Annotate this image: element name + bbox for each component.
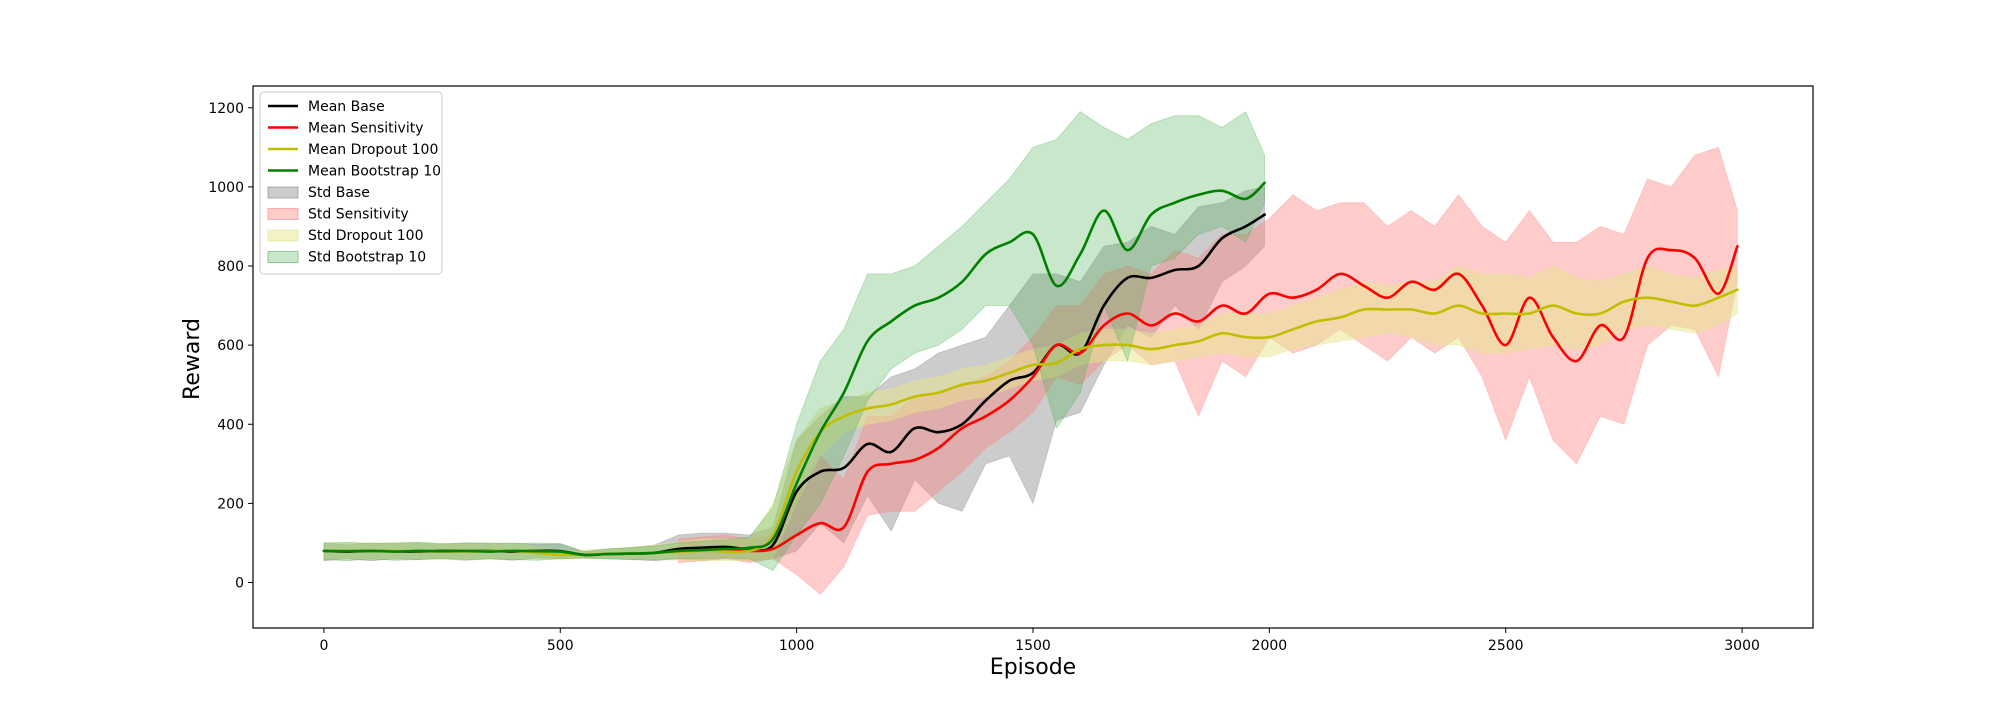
legend-swatch <box>267 251 299 263</box>
x-tick-label: 2000 <box>1252 638 1288 654</box>
legend-item-std-dropout-100: Std Dropout 100 <box>267 228 424 244</box>
line-mean-sensitivity <box>677 244 1739 553</box>
legend-item-std-base: Std Base <box>267 185 370 201</box>
legend-item-mean-base: Mean Base <box>268 99 385 115</box>
legend-swatch <box>267 186 299 199</box>
legend-label: Mean Base <box>308 99 385 115</box>
y-tick-label: 1200 <box>208 101 244 117</box>
x-tick-label: 500 <box>547 638 574 654</box>
legend-label: Std Base <box>308 185 370 201</box>
legend-label: Mean Dropout 100 <box>308 142 438 158</box>
legend: Mean Base Mean Sensitivity Mean Dropout 10… <box>259 91 443 275</box>
y-tick-label: 0 <box>235 576 244 592</box>
legend-box <box>259 91 443 275</box>
legend-swatch <box>267 208 299 220</box>
y-tick-label: 600 <box>217 338 244 354</box>
x-axis-title: Episode <box>990 655 1076 680</box>
y-tick-label: 400 <box>217 417 244 433</box>
legend-label: Std Dropout 100 <box>308 228 424 244</box>
y-tick-label: 1000 <box>208 180 244 196</box>
legend-item-std-bootstrap-10: Std Bootstrap 10 <box>267 250 426 266</box>
mean-lines <box>322 181 1739 557</box>
legend-label: Mean Bootstrap 10 <box>308 164 441 180</box>
band-std-bootstrap-10 <box>323 111 1265 572</box>
legend-item-std-sensitivity: Std Sensitivity <box>267 207 409 223</box>
line-mean-bootstrap-10 <box>322 181 1266 557</box>
y-tick-label: 200 <box>217 496 244 512</box>
x-tick-label: 1000 <box>779 638 815 654</box>
y-axis-title: Reward <box>180 318 205 400</box>
axes: 0 500 1000 1500 2000 2500 3000 0 200 400 600 800 100… <box>208 85 1814 654</box>
x-tick-label: 3000 <box>1724 638 1760 654</box>
x-tick-label: 0 <box>319 638 328 654</box>
legend-item-mean-bootstrap-10: Mean Bootstrap 10 <box>268 164 441 180</box>
legend-item-mean-dropout-100: Mean Dropout 100 <box>268 142 438 158</box>
legend-item-mean-sensitivity: Mean Sensitivity <box>268 121 423 137</box>
legend-label: Std Sensitivity <box>308 207 409 223</box>
line-mean-dropout-100 <box>322 288 1739 557</box>
x-tick-label: 1500 <box>1015 638 1051 654</box>
std-bands <box>323 111 1738 595</box>
legend-label: Mean Sensitivity <box>308 121 423 137</box>
legend-swatch <box>267 229 299 242</box>
y-tick-label: 800 <box>217 259 244 275</box>
band-std-dropout-100 <box>323 265 1738 562</box>
x-tick-label: 2500 <box>1488 638 1524 654</box>
legend-label: Std Bootstrap 10 <box>308 250 426 266</box>
